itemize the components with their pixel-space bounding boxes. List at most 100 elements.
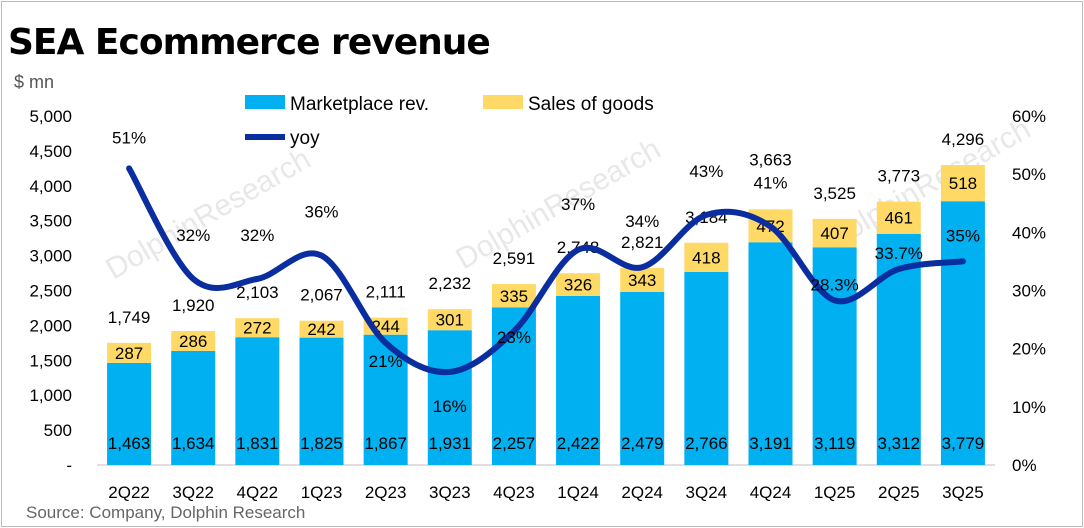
bar-sales-of-goods xyxy=(427,309,472,331)
bar-label-marketplace: 1,463 xyxy=(108,434,151,453)
x-tick-label: 4Q24 xyxy=(750,483,792,502)
yoy-label: 41% xyxy=(753,174,787,193)
total-label: 2,821 xyxy=(621,233,664,252)
total-label: 1,920 xyxy=(172,296,215,315)
bar-label-marketplace: 1,931 xyxy=(429,434,472,453)
bar-label-sales-of-goods: 272 xyxy=(243,319,271,338)
legend-label-sales-of-goods: Sales of goods xyxy=(528,94,654,115)
legend-label-marketplace: Marketplace rev. xyxy=(290,94,429,115)
bar-label-marketplace: 1,634 xyxy=(172,434,215,453)
bar-label-marketplace: 1,825 xyxy=(300,434,343,453)
yoy-label: 21% xyxy=(369,352,403,371)
bar-label-marketplace: 1,831 xyxy=(236,434,279,453)
bar-marketplace xyxy=(876,233,921,465)
total-label: 2,111 xyxy=(366,283,406,302)
total-label: 3,773 xyxy=(878,167,921,186)
bar-sales-of-goods xyxy=(491,284,536,308)
bar-label-sales-of-goods: 335 xyxy=(500,287,528,306)
bar-label-sales-of-goods: 242 xyxy=(307,320,335,339)
y2-tick-label: 30% xyxy=(1012,282,1046,301)
y-tick-label: 3,000 xyxy=(29,247,72,266)
bar-label-sales-of-goods: 326 xyxy=(564,276,592,295)
x-tick-label: 2Q23 xyxy=(365,483,407,502)
yoy-label: 33.7% xyxy=(875,244,923,263)
x-tick-label: 3Q24 xyxy=(686,483,728,502)
bar-label-sales-of-goods: 287 xyxy=(115,344,143,363)
bar-label-sales-of-goods: 407 xyxy=(820,224,848,243)
source-note: Source: Company, Dolphin Research xyxy=(26,503,306,522)
bar-label-marketplace: 2,422 xyxy=(557,434,600,453)
bar-label-sales-of-goods: 461 xyxy=(885,209,913,228)
bar-label-sales-of-goods: 518 xyxy=(949,174,977,193)
bar-label-sales-of-goods: 418 xyxy=(692,248,720,267)
bar-marketplace xyxy=(427,330,472,465)
x-tick-label: 2Q22 xyxy=(108,483,150,502)
total-label: 2,103 xyxy=(236,283,279,302)
bar-label-marketplace: 2,479 xyxy=(621,434,664,453)
bar-marketplace xyxy=(748,242,793,465)
bar-label-marketplace: 3,191 xyxy=(749,434,792,453)
chart-title: SEA Ecommerce revenue xyxy=(8,22,491,63)
y-tick-label: 1,500 xyxy=(29,351,72,370)
bar-sales-of-goods xyxy=(940,165,985,202)
yoy-label: 34% xyxy=(625,212,659,231)
bar-marketplace xyxy=(940,201,985,465)
yoy-label: 35% xyxy=(946,226,980,245)
legend-label-yoy: yoy xyxy=(290,128,320,149)
bar-sales-of-goods xyxy=(299,320,344,338)
x-tick-label: 2Q24 xyxy=(621,483,663,502)
x-tick-label: 4Q22 xyxy=(237,483,279,502)
yoy-label: 43% xyxy=(689,162,723,181)
bar-sales-of-goods xyxy=(620,268,665,292)
y-axis-unit: $ mn xyxy=(14,72,55,92)
y2-tick-label: 20% xyxy=(1012,340,1046,359)
bar-sales-of-goods xyxy=(171,330,216,351)
bar-sales-of-goods xyxy=(812,218,857,248)
bar-label-marketplace: 2,766 xyxy=(685,434,728,453)
y2-tick-label: 0% xyxy=(1012,456,1037,475)
bar-label-sales-of-goods: 286 xyxy=(179,332,207,351)
bar-sales-of-goods xyxy=(107,342,152,363)
total-label: 4,296 xyxy=(942,130,985,149)
x-tick-label: 1Q24 xyxy=(557,483,599,502)
bar-label-marketplace: 1,867 xyxy=(364,434,407,453)
y-tick-label: 500 xyxy=(44,421,72,440)
yoy-label: 28.3% xyxy=(811,275,859,294)
x-tick-label: 3Q23 xyxy=(429,483,471,502)
bar-marketplace xyxy=(556,295,601,465)
bar-label-sales-of-goods: 301 xyxy=(436,311,464,330)
y2-tick-label: 40% xyxy=(1012,223,1046,242)
bar-label-marketplace: 2,257 xyxy=(493,434,536,453)
total-label: 3,525 xyxy=(813,184,856,203)
bar-label-marketplace: 3,312 xyxy=(878,434,921,453)
y2-tick-label: 10% xyxy=(1012,398,1046,417)
total-label: 2,232 xyxy=(429,274,472,293)
bar-label-sales-of-goods: 343 xyxy=(628,271,656,290)
bar-sales-of-goods xyxy=(876,201,921,234)
y2-tick-label: 50% xyxy=(1012,165,1046,184)
bar-label-marketplace: 3,779 xyxy=(942,434,985,453)
y-tick-label: 1,000 xyxy=(29,386,72,405)
yoy-label: 36% xyxy=(304,203,338,222)
total-label: 2,591 xyxy=(493,249,536,268)
legend-swatch-sales-of-goods xyxy=(483,95,523,109)
x-tick-label: 1Q23 xyxy=(301,483,343,502)
yoy-label: 32% xyxy=(240,226,274,245)
y-tick-label: 3,500 xyxy=(29,212,72,231)
bar-marketplace xyxy=(235,337,280,465)
total-label: 1,749 xyxy=(108,308,151,327)
total-label: 3,663 xyxy=(749,150,792,169)
yoy-line xyxy=(126,165,966,376)
y-tick-label: 5,000 xyxy=(29,107,72,126)
y-tick-label: 2,500 xyxy=(29,282,72,301)
x-tick-label: 3Q22 xyxy=(172,483,214,502)
y-tick-label: - xyxy=(66,456,72,475)
y-tick-label: 4,500 xyxy=(29,142,72,161)
bar-marketplace xyxy=(812,247,857,465)
bar-marketplace xyxy=(107,362,152,465)
bar-sales-of-goods xyxy=(556,273,601,296)
legend-swatch-marketplace xyxy=(245,95,285,109)
yoy-label: 51% xyxy=(112,128,146,147)
x-tick-label: 3Q25 xyxy=(942,483,984,502)
y2-tick-label: 60% xyxy=(1012,107,1046,126)
